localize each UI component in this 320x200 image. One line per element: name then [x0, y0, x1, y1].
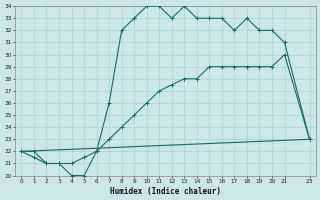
X-axis label: Humidex (Indice chaleur): Humidex (Indice chaleur) [110, 187, 221, 196]
